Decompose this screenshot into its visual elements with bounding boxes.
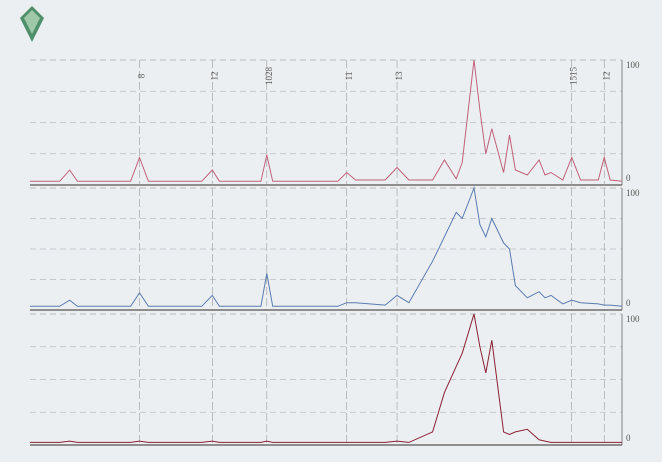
y-tick-label: 0 bbox=[626, 298, 631, 308]
marker-label: 1028 bbox=[264, 67, 274, 86]
paper bbox=[0, 0, 662, 462]
y-tick-label: 100 bbox=[626, 60, 640, 70]
y-tick-label: 0 bbox=[626, 173, 631, 183]
y-tick-label: 0 bbox=[626, 433, 631, 443]
chart: 0 100 8 12 1028 11 13 1515 12 0 100 0 100 bbox=[0, 0, 662, 462]
marker-label: 11 bbox=[344, 72, 354, 81]
marker-label: 12 bbox=[601, 72, 611, 81]
marker-label: 13 bbox=[394, 71, 404, 81]
page: 01008121028111315151201000100 (() => { c… bbox=[0, 0, 662, 462]
y-tick-label: 100 bbox=[626, 314, 640, 324]
marker-label: 1515 bbox=[569, 67, 579, 86]
marker-label: 12 bbox=[209, 72, 219, 81]
y-tick-label: 100 bbox=[626, 188, 640, 198]
marker-label: 8 bbox=[137, 73, 147, 78]
